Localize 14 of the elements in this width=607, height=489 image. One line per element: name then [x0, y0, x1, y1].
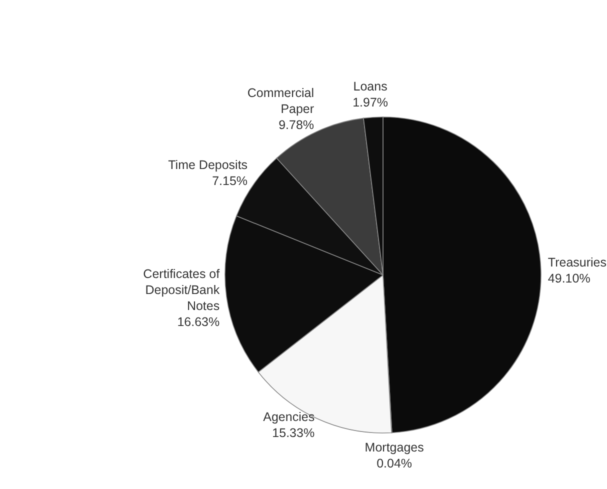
slice-label: Certificates of Deposit/Bank Notes: [143, 266, 220, 313]
slice-label: Loans: [353, 79, 388, 94]
slice-label: Agencies: [263, 410, 315, 424]
slice-label: Time Deposits: [168, 158, 248, 172]
data-label: 16.63%: [177, 314, 220, 329]
data-label: 1.97%: [352, 95, 388, 110]
data-label: 49.10%: [548, 271, 590, 286]
data-label: 7.15%: [212, 174, 248, 188]
slice-label: Mortgages: [364, 440, 424, 455]
slice-label: Commercial Paper: [247, 86, 314, 116]
data-label: 9.78%: [278, 118, 314, 132]
slice-label: Treasuries: [548, 255, 607, 270]
data-label: 15.33%: [272, 426, 315, 440]
data-label: 0.04%: [376, 456, 412, 471]
